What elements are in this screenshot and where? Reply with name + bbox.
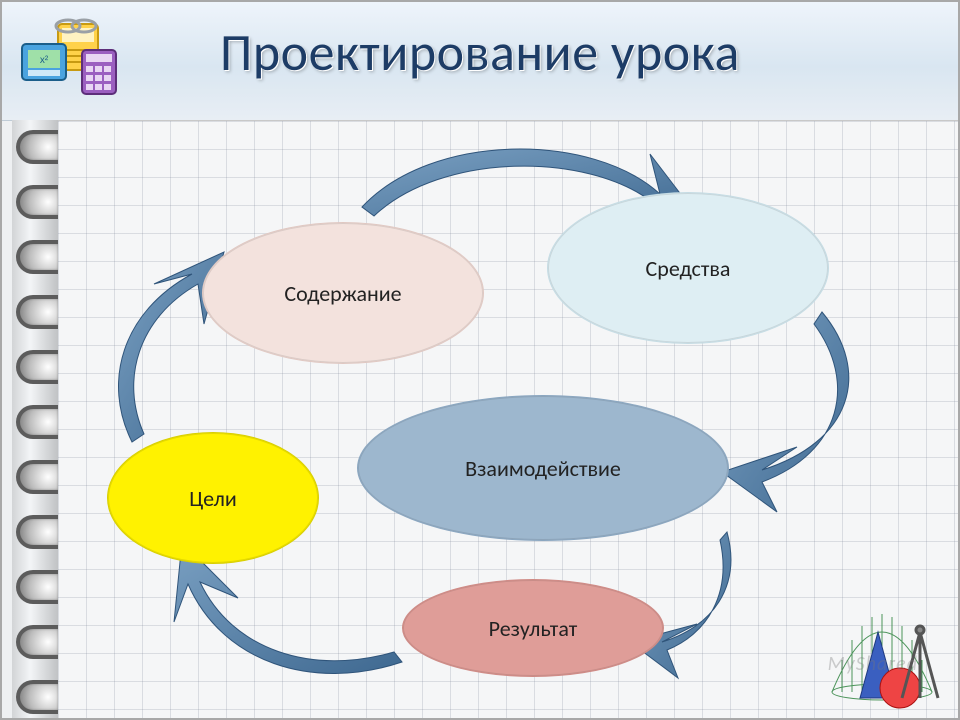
- node-label: Результат: [489, 615, 578, 642]
- watermark: MyShared: [828, 652, 918, 676]
- node-label: Цели: [189, 485, 237, 512]
- arrow-means-to-interaction: [722, 312, 849, 512]
- node-label: Содержание: [284, 280, 401, 307]
- slide: Проектирование урока x²: [0, 0, 960, 720]
- node-label: Средства: [646, 255, 731, 282]
- node-goals: Цели: [107, 432, 319, 564]
- node-content: Содержание: [202, 222, 484, 364]
- node-interaction: Взаимодействие: [357, 395, 729, 541]
- node-result: Результат: [402, 579, 664, 677]
- node-means: Средства: [547, 192, 829, 344]
- node-label: Взаимодействие: [465, 455, 621, 482]
